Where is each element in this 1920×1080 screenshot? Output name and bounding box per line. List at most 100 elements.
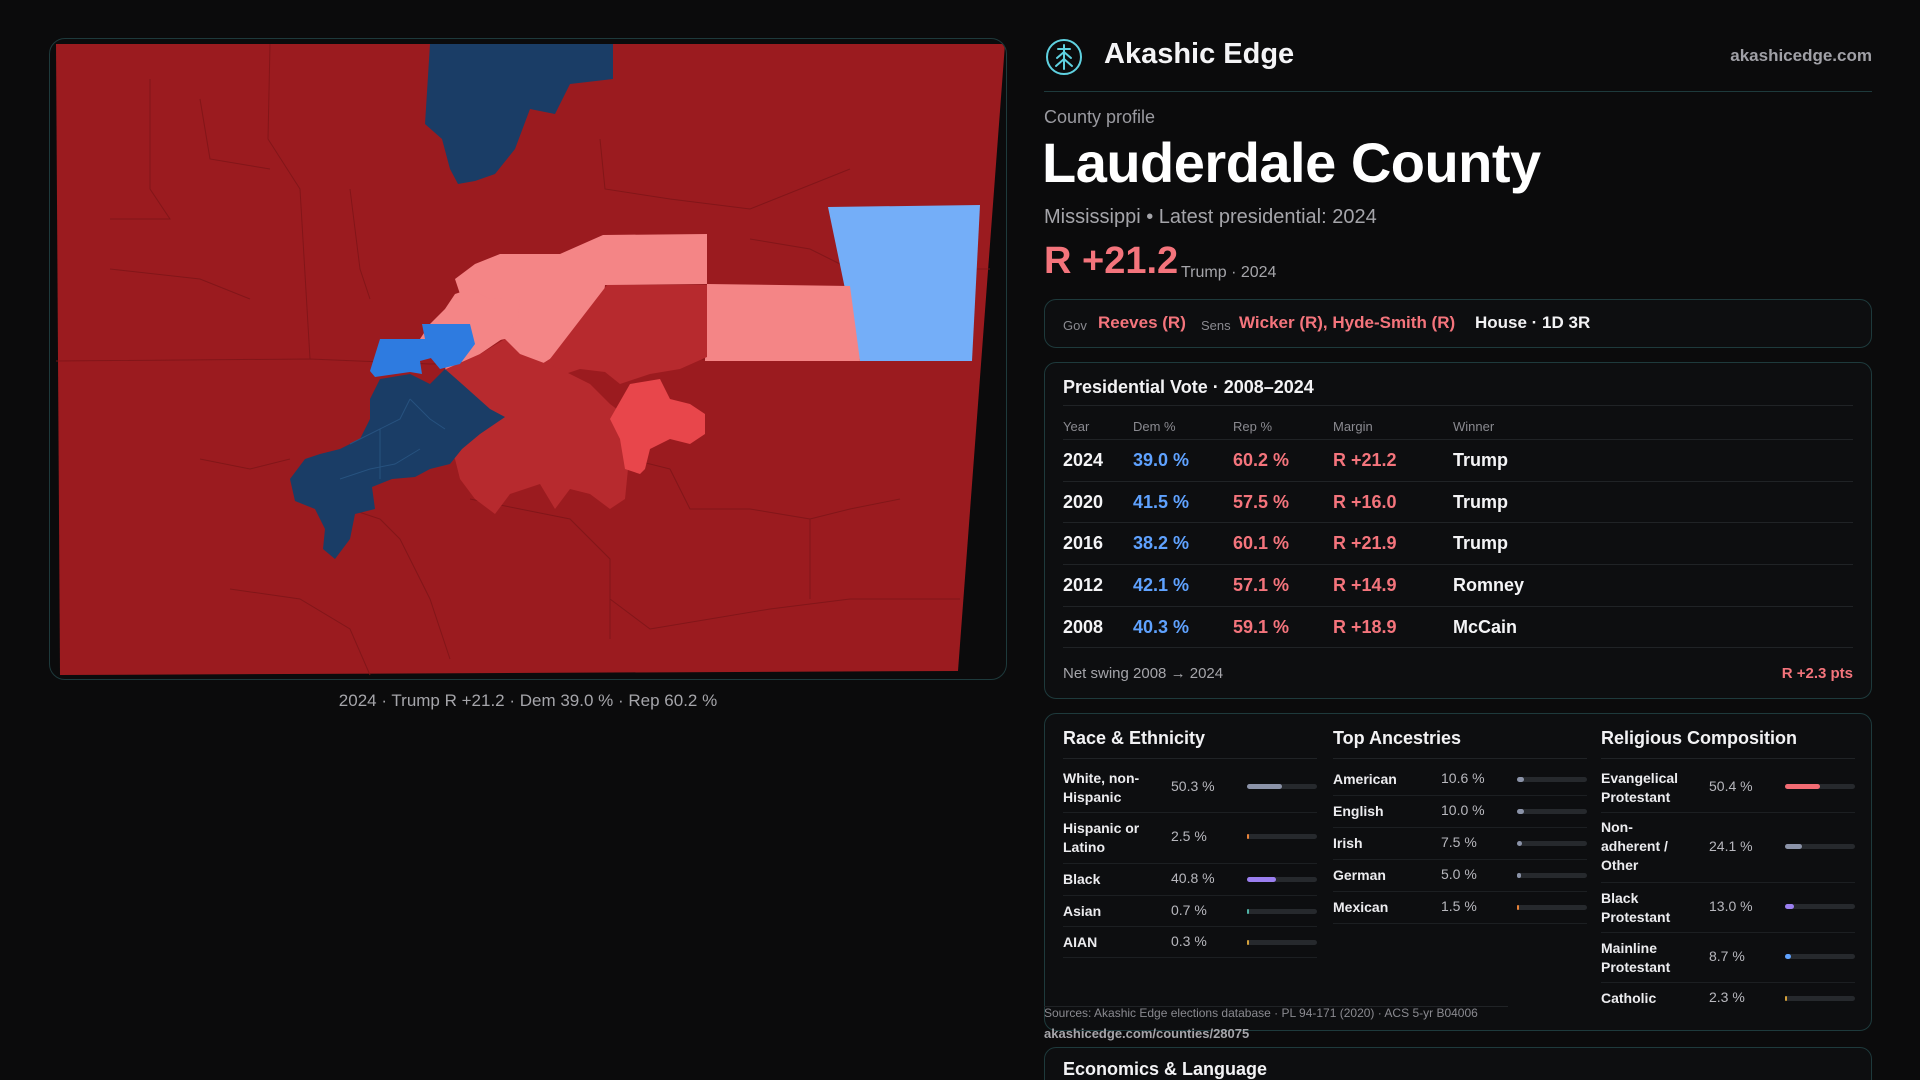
- race-bar: [1247, 909, 1317, 914]
- race-row: AIAN 0.3 %: [1063, 927, 1317, 958]
- row-winner: Romney: [1453, 575, 1525, 595]
- precinct-central-likely-rep[interactable]: [510, 285, 707, 384]
- county-subtitle: Mississippi • Latest presidential: 2024: [1044, 206, 1377, 228]
- religion-label: Non-adherent / Other: [1601, 819, 1668, 873]
- race-label: AIAN: [1063, 934, 1098, 950]
- sens-value: Wicker (R), Hyde-Smith (R): [1239, 313, 1456, 332]
- religion-bar: [1785, 996, 1855, 1001]
- precinct-center-likely-rep[interactable]: [420, 339, 630, 514]
- ancestry-row: American 10.6 %: [1333, 764, 1587, 796]
- race-bar-fill: [1247, 834, 1249, 839]
- row-margin: R +21.9: [1333, 533, 1397, 553]
- religion-pct: 13.0 %: [1709, 898, 1753, 914]
- ancestry-bar: [1517, 905, 1587, 910]
- page-title: Lauderdale County: [1042, 131, 1541, 194]
- ancestry-row: Mexican 1.5 %: [1333, 892, 1587, 924]
- race-pct: 0.3 %: [1171, 933, 1207, 949]
- ancestry-bar: [1517, 777, 1587, 782]
- religion-label: Catholic: [1601, 990, 1657, 1006]
- race-bar-fill: [1247, 909, 1249, 914]
- religion-row: Evangelical Protestant 50.4 %: [1601, 764, 1855, 813]
- religion-bar: [1785, 844, 1855, 849]
- ancestry-row: German 5.0 %: [1333, 860, 1587, 892]
- ancestry-label: English: [1333, 803, 1384, 819]
- ancestry-label: German: [1333, 867, 1386, 883]
- religion-bar: [1785, 904, 1855, 909]
- row-margin: R +21.2: [1333, 450, 1397, 470]
- precinct-east-tilt-dem[interactable]: [828, 205, 980, 361]
- demographics-card: Race & Ethnicity Top Ancestries Religiou…: [1044, 713, 1872, 1031]
- religion-bar: [1785, 784, 1855, 789]
- race-row: Asian 0.7 %: [1063, 896, 1317, 927]
- table-row[interactable]: 2020 41.5 % 57.5 % R +16.0 Trump: [1063, 481, 1853, 523]
- race-bar-fill: [1247, 784, 1282, 789]
- row-margin: R +16.0: [1333, 492, 1397, 512]
- row-year: 2024: [1063, 450, 1104, 470]
- row-dem: 40.3 %: [1133, 617, 1190, 637]
- precinct-meridian-solid-dem[interactable]: [290, 369, 505, 559]
- religion-bar-fill: [1785, 904, 1794, 909]
- ancestry-bar-fill: [1517, 873, 1521, 878]
- ancestry-label: Mexican: [1333, 899, 1389, 915]
- ancestry-title: Top Ancestries: [1333, 728, 1462, 748]
- presidential-title: Presidential Vote · 2008–2024: [1063, 377, 1314, 397]
- sources-text: Sources: Akashic Edge elections database…: [1044, 1006, 1478, 1020]
- col-header-year: Year: [1063, 419, 1090, 434]
- row-rep: 57.1 %: [1233, 575, 1290, 595]
- house-value: House · 1D 3R: [1475, 313, 1591, 332]
- religion-label: Evangelical Protestant: [1601, 770, 1679, 805]
- table-row[interactable]: 2024 39.0 % 60.2 % R +21.2 Trump: [1063, 439, 1853, 481]
- race-row: Hispanic or Latino 2.5 %: [1063, 813, 1317, 864]
- religion-bar-fill: [1785, 784, 1820, 789]
- table-row[interactable]: 2008 40.3 % 59.1 % R +18.9 McCain: [1063, 606, 1853, 648]
- ancestry-row: English 10.0 %: [1333, 796, 1587, 828]
- race-bar: [1247, 834, 1317, 839]
- race-bar: [1247, 940, 1317, 945]
- race-label: Black: [1063, 871, 1101, 887]
- ancestry-bar: [1517, 809, 1587, 814]
- race-bar-fill: [1247, 877, 1276, 882]
- religion-label: Black Protestant: [1601, 890, 1671, 925]
- precinct-west-likely-dem[interactable]: [370, 339, 435, 377]
- net-swing-label: Net swing 2008 → 2024: [1063, 665, 1224, 682]
- precinct-west-likely-dem-2[interactable]: [422, 324, 475, 369]
- ancestry-row: Irish 7.5 %: [1333, 828, 1587, 860]
- row-dem: 41.5 %: [1133, 492, 1190, 512]
- precinct-map[interactable]: [49, 38, 1007, 680]
- economics-title: Economics & Language: [1063, 1059, 1268, 1079]
- row-year: 2020: [1063, 492, 1104, 512]
- table-row[interactable]: 2016 38.2 % 60.1 % R +21.9 Trump: [1063, 522, 1853, 564]
- precinct-central-tilt-rep[interactable]: [455, 234, 707, 384]
- religion-title: Religious Composition: [1601, 728, 1797, 748]
- precinct-center-lean-rep[interactable]: [610, 379, 705, 474]
- race-pct: 2.5 %: [1171, 828, 1207, 844]
- table-row[interactable]: 2012 42.1 % 57.1 % R +14.9 Romney: [1063, 564, 1853, 606]
- brand-url-link[interactable]: akashicedge.com: [1730, 46, 1872, 65]
- gov-label: Gov: [1063, 318, 1087, 333]
- ancestry-bar: [1517, 841, 1587, 846]
- race-bar-fill: [1247, 940, 1249, 945]
- row-rep: 60.1 %: [1233, 533, 1290, 553]
- race-title: Race & Ethnicity: [1063, 728, 1206, 748]
- race-row: Black 40.8 %: [1063, 864, 1317, 896]
- race-row: White, non-Hispanic 50.3 %: [1063, 764, 1317, 813]
- ancestry-bar-fill: [1517, 905, 1519, 910]
- map-caption: 2024 · Trump R +21.2 · Dem 39.0 % · Rep …: [338, 691, 718, 710]
- headline-margin-note: Trump · 2024: [1181, 264, 1277, 281]
- precinct-north-dem[interactable]: [425, 44, 613, 184]
- religion-row: Mainline Protestant 8.7 %: [1601, 933, 1855, 983]
- religion-bar-fill: [1785, 844, 1802, 849]
- row-dem: 38.2 %: [1133, 533, 1190, 553]
- race-label: White, non-Hispanic: [1063, 770, 1140, 805]
- religion-row: Black Protestant 13.0 %: [1601, 883, 1855, 933]
- precinct-east-tilt-rep[interactable]: [705, 284, 860, 361]
- county-permalink[interactable]: akashicedge.com/counties/28075: [1044, 1026, 1250, 1041]
- religion-pct: 24.1 %: [1709, 838, 1753, 854]
- row-winner: Trump: [1453, 450, 1509, 470]
- religion-pct: 50.4 %: [1709, 778, 1753, 794]
- row-rep: 60.2 %: [1233, 450, 1290, 470]
- ancestry-label: American: [1333, 771, 1397, 787]
- profile-eyebrow: County profile: [1044, 107, 1156, 127]
- precinct-meridian-internal-lines: [339, 398, 446, 480]
- religion-row: Catholic 2.3 %: [1601, 983, 1855, 1015]
